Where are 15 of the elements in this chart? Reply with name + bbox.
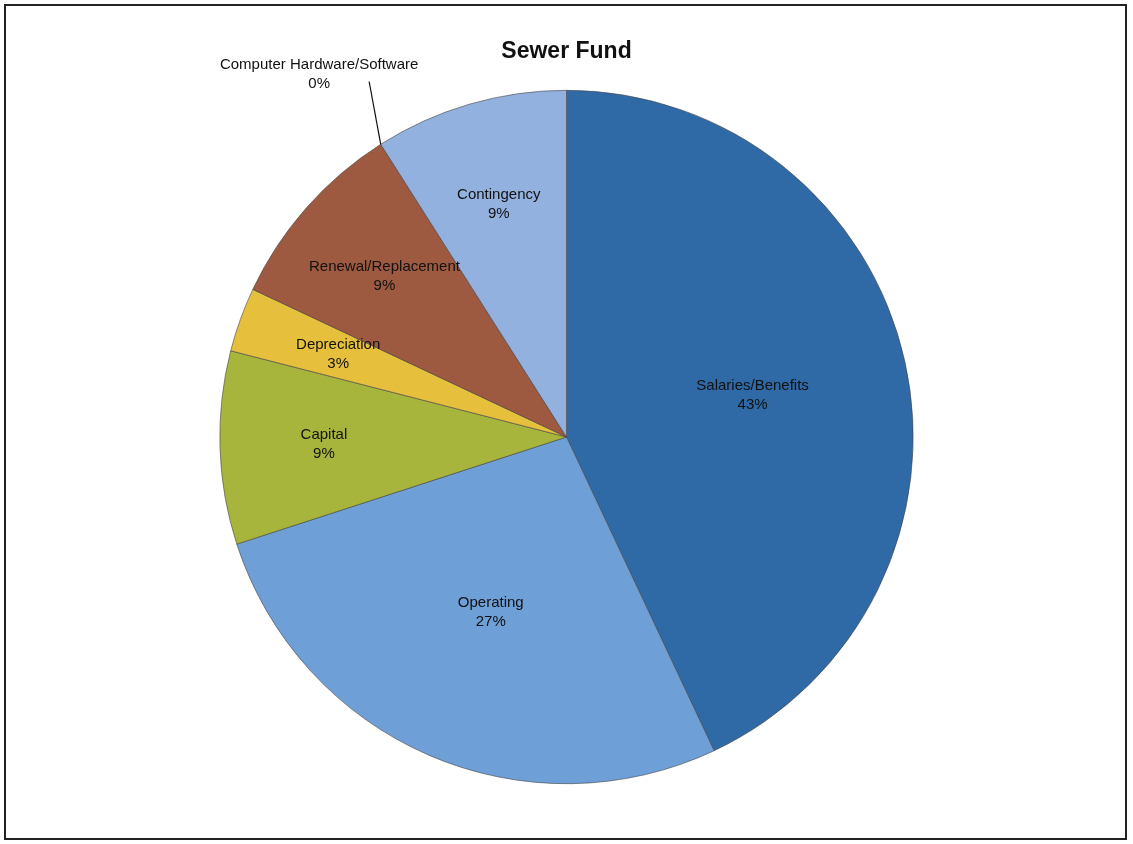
text: 0%: [308, 74, 330, 92]
slice-label: Renewal/Replacement: [308, 257, 461, 275]
data-label: 43%: [737, 395, 768, 413]
slice-label: Contingency: [457, 184, 541, 202]
data-label: 9%: [373, 276, 396, 294]
chart-title: Sewer Fund: [501, 37, 632, 64]
data-label: 9%: [487, 203, 510, 221]
slice-label: Salaries/Benefits: [696, 376, 809, 394]
slice-label: Operating: [457, 592, 524, 610]
data-label: 9%: [313, 444, 335, 462]
data-label: 27%: [475, 611, 506, 629]
slice-label: Depreciation: [296, 335, 381, 353]
data-label: 3%: [327, 354, 349, 372]
slice-label: Capital: [300, 425, 348, 443]
category-label: Computer Hardware/Software: [219, 55, 419, 73]
